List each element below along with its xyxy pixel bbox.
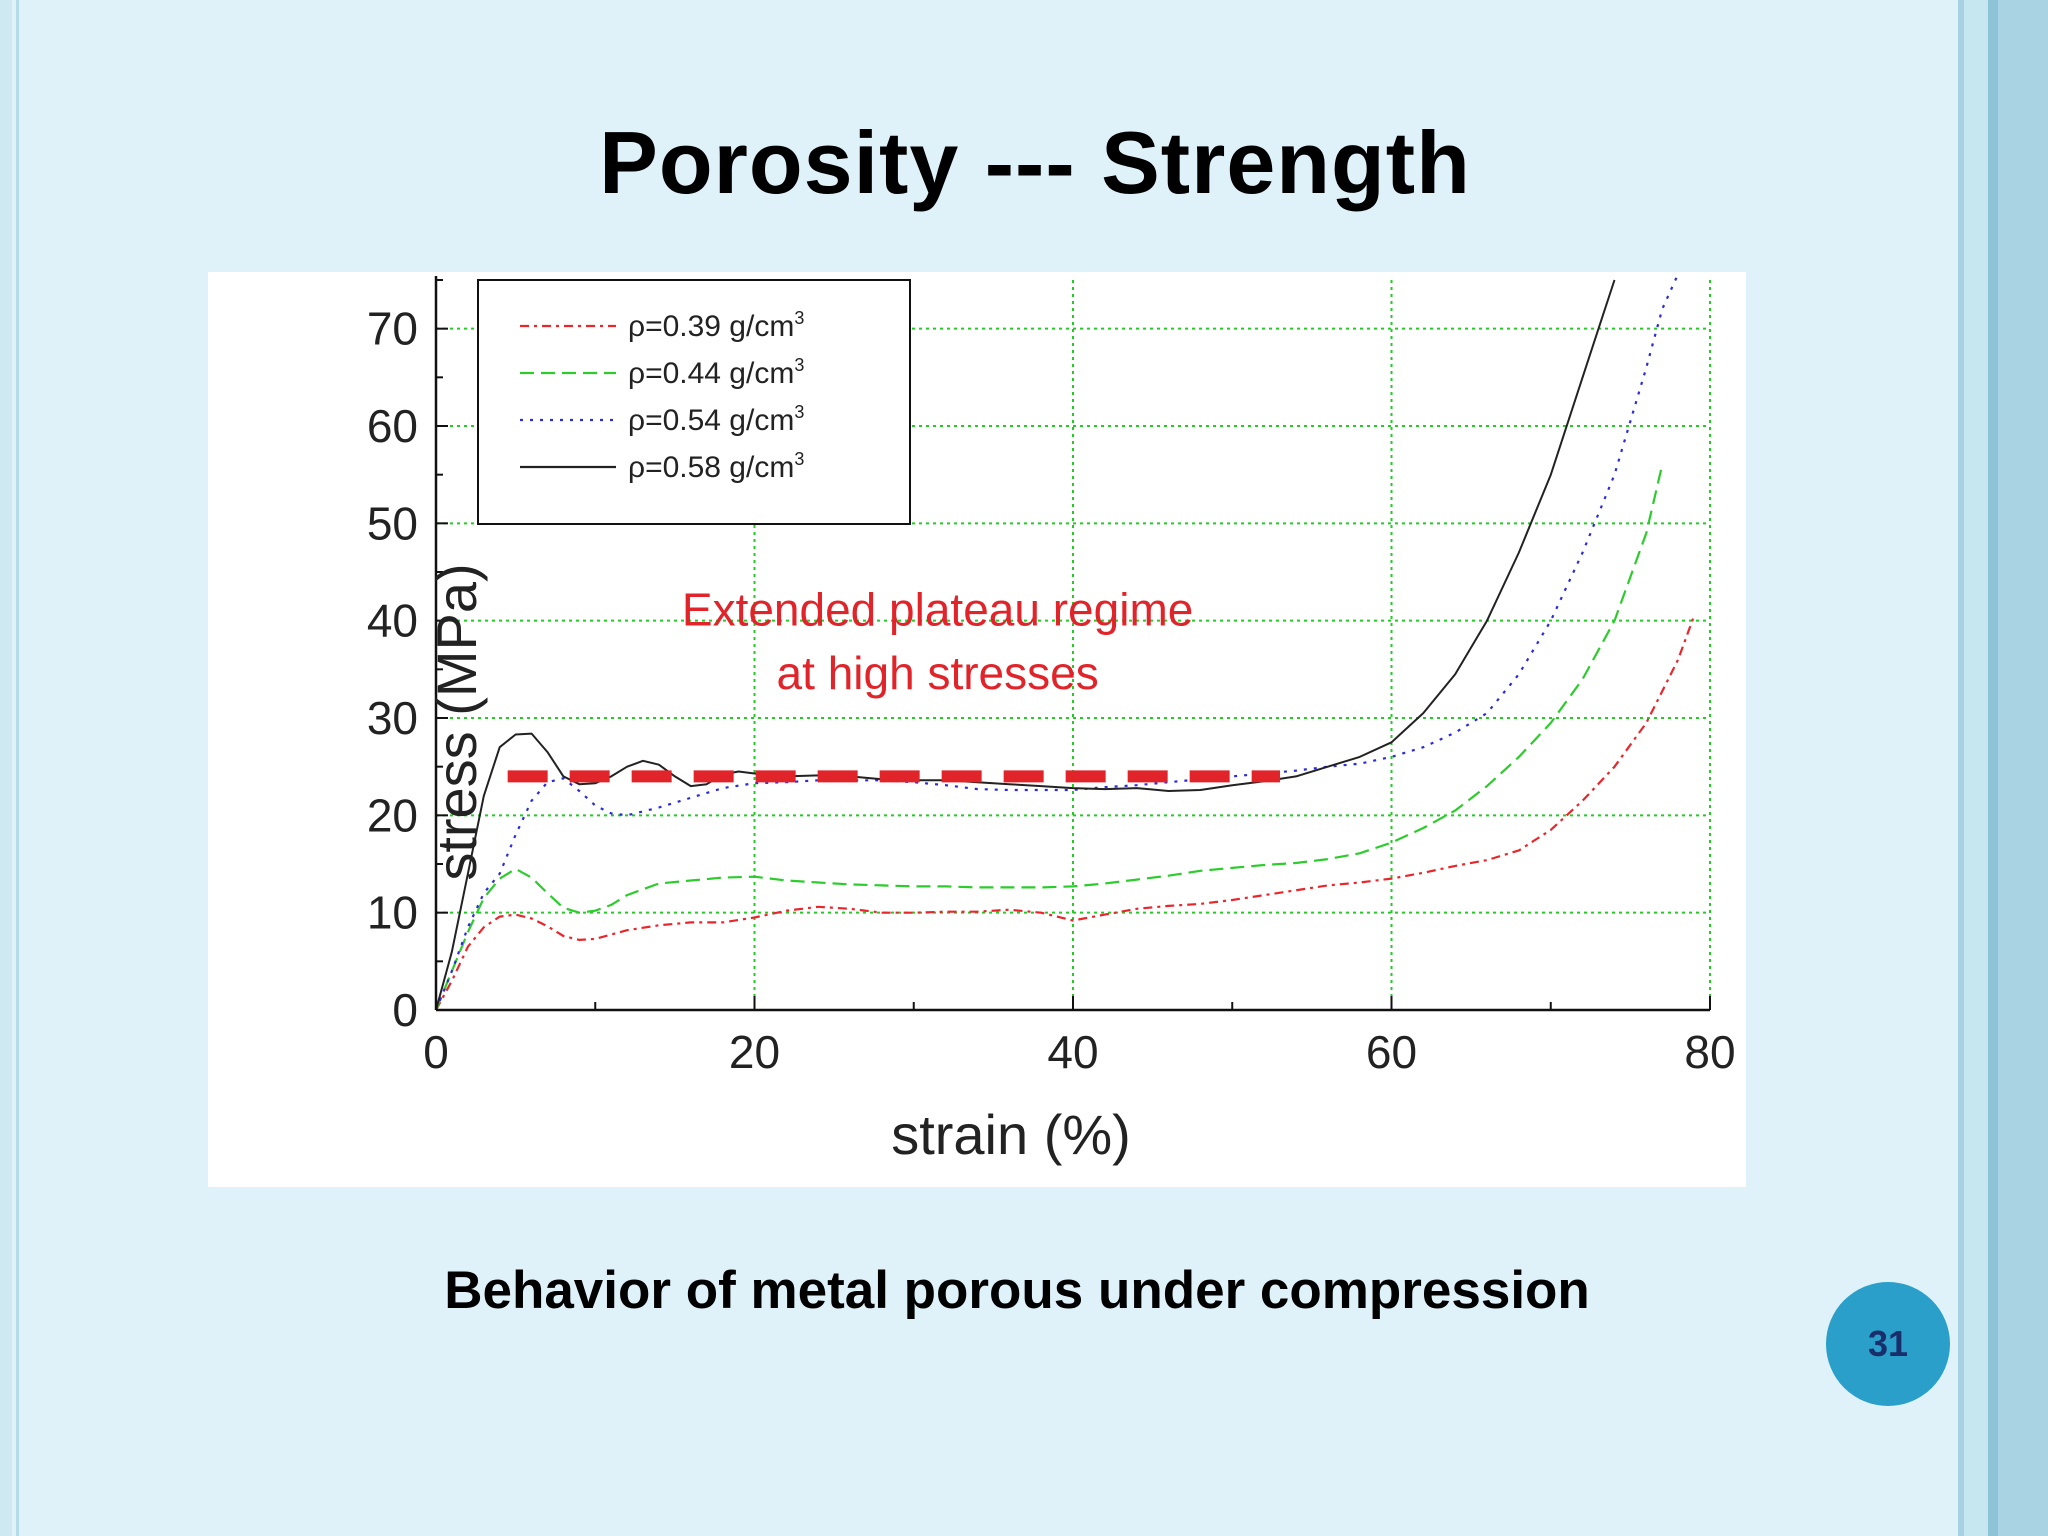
legend-label-4: ρ=0.58 g/cm3 <box>628 449 804 484</box>
legend-box <box>477 279 911 525</box>
page-number-badge: 31 <box>1826 1282 1950 1406</box>
tick-labels: 0 10 20 30 40 50 60 70 0 20 40 60 80 <box>367 303 1736 1078</box>
legend-label-1: ρ=0.39 g/cm3 <box>628 308 804 343</box>
legend-sup-3: 3 <box>794 402 804 422</box>
frame-right-edge <box>1998 0 2048 1536</box>
y-tick-label-70: 70 <box>367 303 418 355</box>
frame-right-band <box>1964 0 1988 1536</box>
x-tick-label-40: 40 <box>1047 1026 1098 1078</box>
chart-panel: 0 10 20 30 40 50 60 70 0 20 40 60 80 ρ=0.39 g/cm3 ρ=0… <box>208 272 1746 1187</box>
axes <box>434 276 1711 1012</box>
frame-right-stripe <box>1988 0 1998 1536</box>
annotation-line-1: Extended plateau regime <box>682 584 1193 636</box>
x-tick-label-20: 20 <box>729 1026 780 1078</box>
series-line-2 <box>434 464 1664 1011</box>
slide-caption: Behavior of metal porous under compressi… <box>444 1261 1590 1320</box>
legend-sup-4: 3 <box>794 449 804 469</box>
legend-label-3: ρ=0.54 g/cm3 <box>628 402 804 437</box>
annotation-line-2: at high stresses <box>777 647 1099 699</box>
y-tick-label-30: 30 <box>367 692 418 744</box>
y-tick-label-40: 40 <box>367 595 418 647</box>
y-tick-label-20: 20 <box>367 789 418 841</box>
legend-sup-1: 3 <box>794 308 804 328</box>
legend-label-2: ρ=0.44 g/cm3 <box>628 355 804 390</box>
frame-left-inner <box>16 0 19 1536</box>
x-tick-label-0: 0 <box>423 1026 449 1078</box>
frame-right-line <box>1958 0 1964 1536</box>
legend-sup-2: 3 <box>794 355 804 375</box>
series-line-3 <box>434 273 1680 1011</box>
page-number: 31 <box>1867 1323 1909 1364</box>
y-tick-label-50: 50 <box>367 497 418 549</box>
slide-title: Porosity --- Strength <box>599 113 1471 212</box>
annotations: Extended plateau regime at high stresses <box>682 584 1193 699</box>
series-line-1 <box>435 615 1696 1011</box>
y-tick-label-0: 0 <box>392 984 418 1036</box>
frame-left-outer <box>0 0 12 1536</box>
x-tick-label-60: 60 <box>1366 1026 1417 1078</box>
y-tick-label-10: 10 <box>367 887 418 939</box>
x-axis-label: strain (%) <box>891 1103 1131 1166</box>
y-tick-label-60: 60 <box>367 400 418 452</box>
x-tick-label-80: 80 <box>1684 1026 1735 1078</box>
y-axis-label: stress (MPa) <box>425 563 488 880</box>
legend: ρ=0.39 g/cm3 ρ=0.44 g/cm3 ρ=0.54 g/cm3 ρ=0.… <box>477 279 911 525</box>
